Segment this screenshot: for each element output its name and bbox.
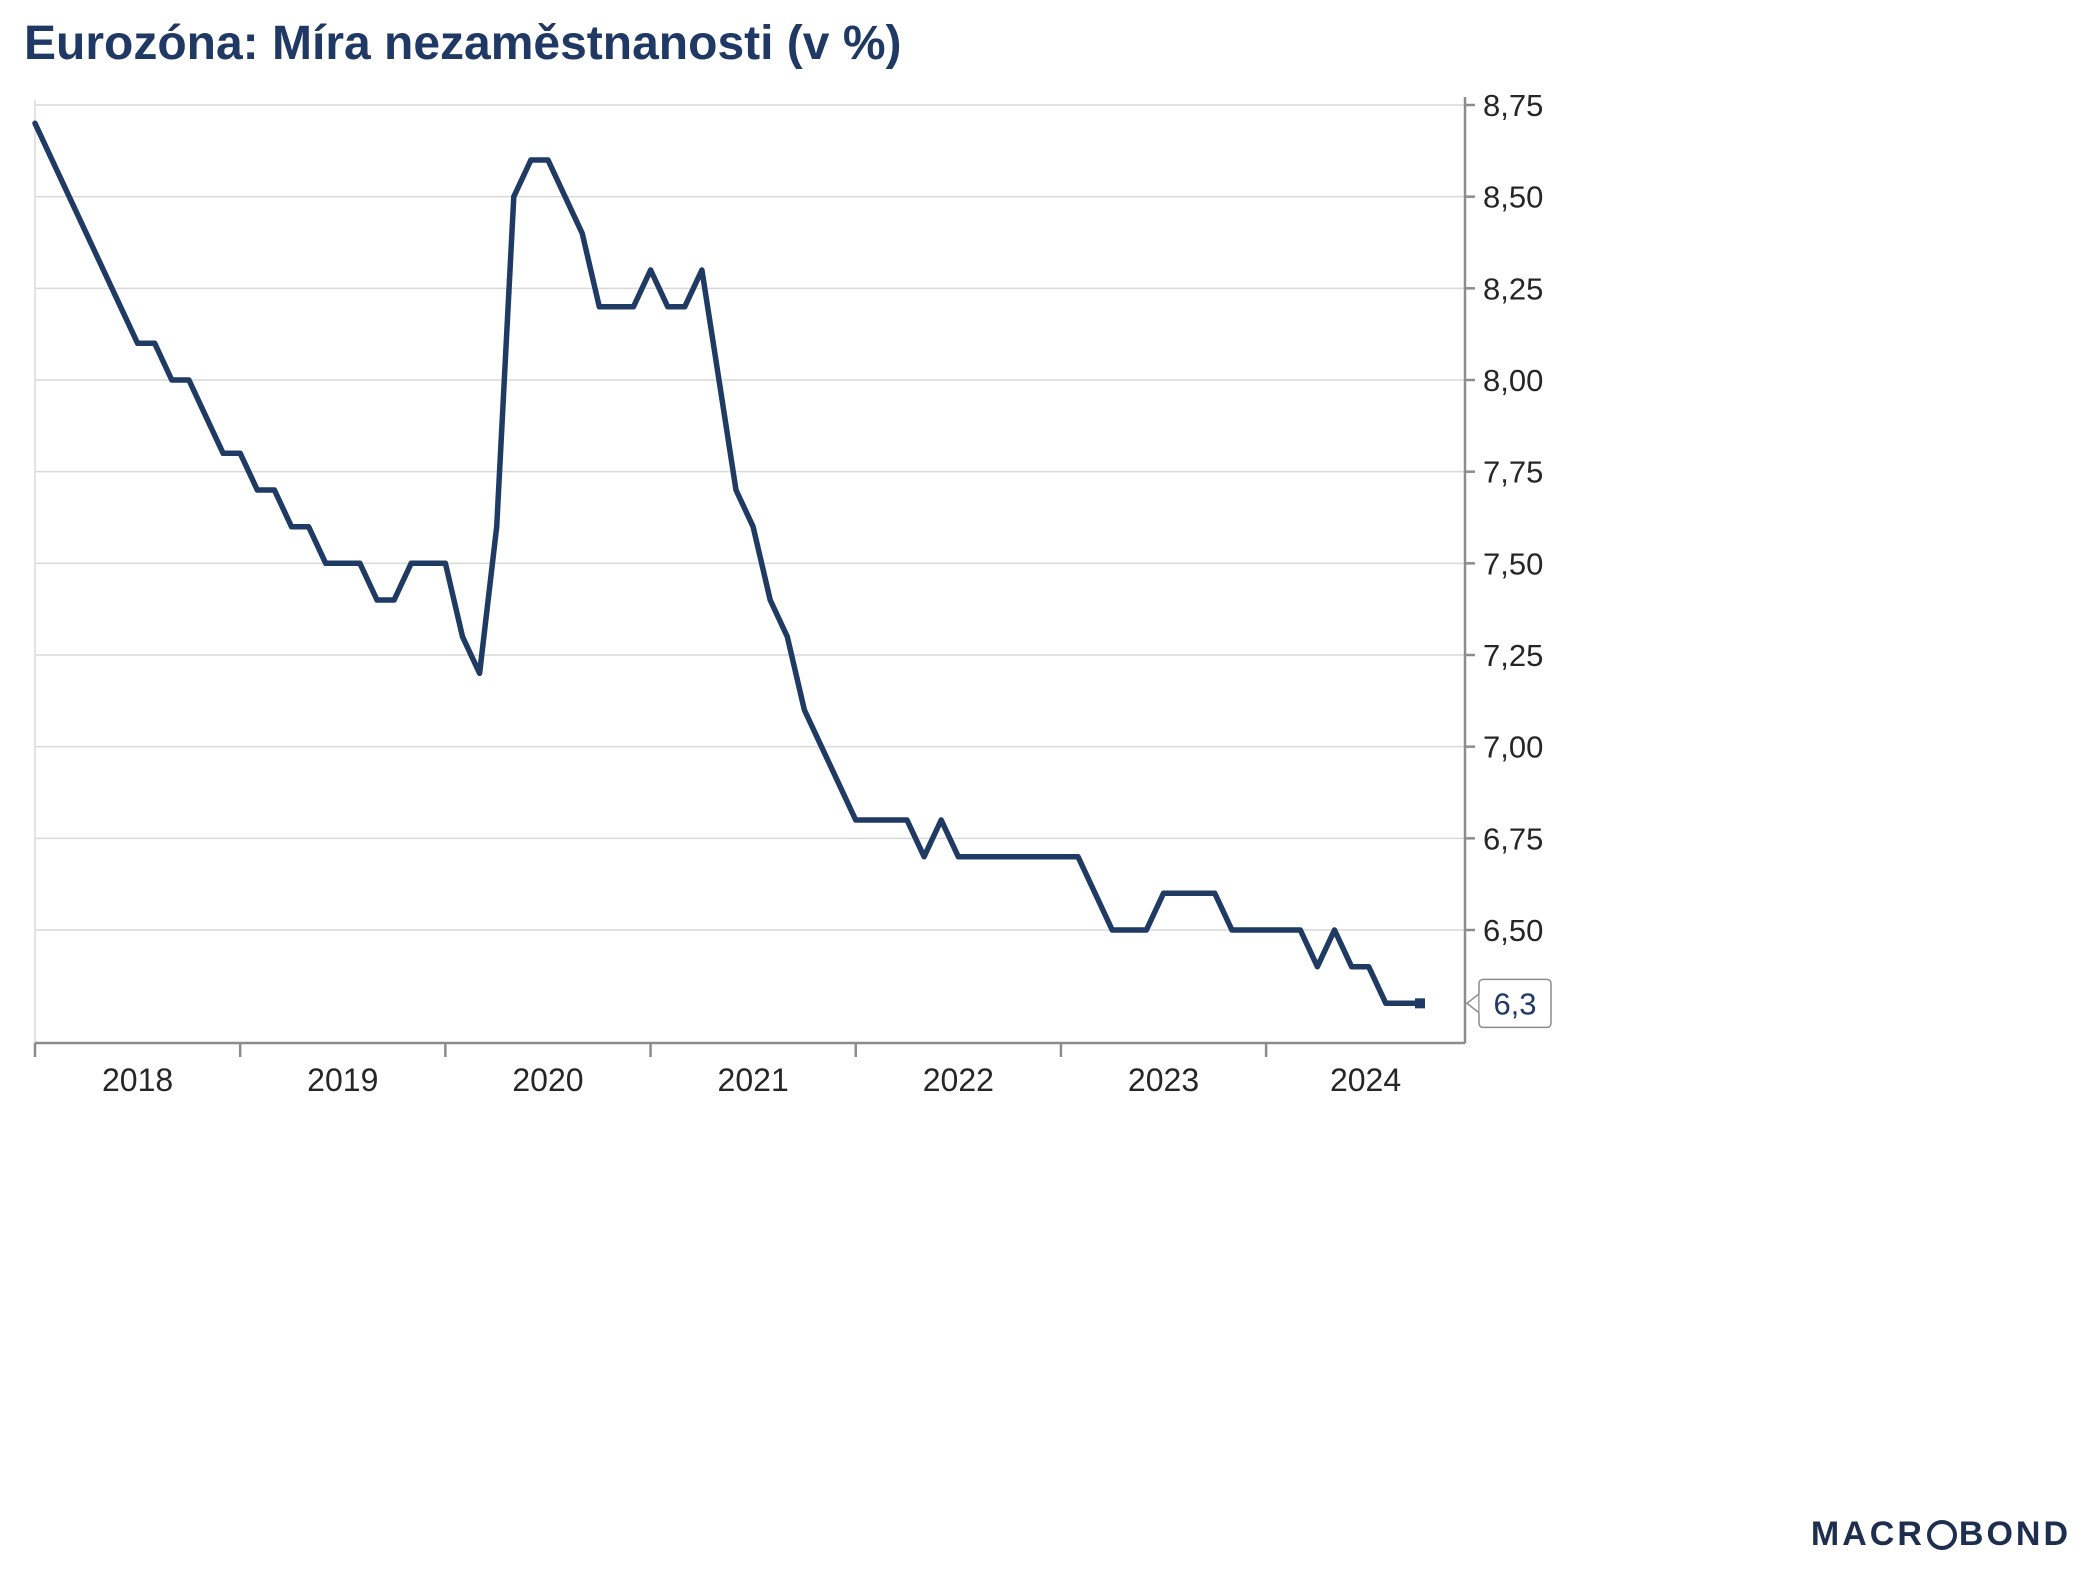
last-value-label: 6,3 — [1493, 986, 1536, 1021]
y-tick-label: 6,50 — [1483, 913, 1543, 948]
callout-box — [1478, 978, 1552, 1029]
y-tick-label: 7,75 — [1483, 455, 1543, 490]
macrobond-logo: MACR BOND — [1811, 1515, 2071, 1554]
y-tick-label: 8,75 — [1483, 88, 1543, 123]
x-tick-label: 2018 — [102, 1062, 173, 1098]
logo-circle-o-icon — [1926, 1519, 1957, 1550]
y-tick-label: 8,00 — [1483, 363, 1543, 398]
x-tick-label: 2022 — [923, 1062, 994, 1098]
y-tick-label: 6,75 — [1483, 821, 1543, 856]
y-tick-label: 7,25 — [1483, 638, 1543, 673]
y-tick-label: 8,25 — [1483, 271, 1543, 306]
y-tick-label: 7,00 — [1483, 730, 1543, 765]
chart-title: Eurozóna: Míra nezaměstnanosti (v %) — [24, 17, 902, 70]
logo-text-part2: BOND — [1958, 1515, 2071, 1553]
x-tick-label: 2019 — [307, 1062, 378, 1098]
last-value-marker — [1415, 998, 1425, 1009]
x-tick-label: 2024 — [1330, 1062, 1401, 1098]
y-tick-label: 7,50 — [1483, 546, 1543, 581]
logo-text-part1: MACR — [1810, 1515, 1925, 1553]
x-tick-label: 2023 — [1128, 1062, 1199, 1098]
x-tick-label: 2020 — [512, 1062, 583, 1098]
y-tick-label: 8,50 — [1483, 180, 1543, 215]
x-tick-label: 2021 — [718, 1062, 789, 1098]
unemployment-rate-line — [32, 120, 1423, 1007]
